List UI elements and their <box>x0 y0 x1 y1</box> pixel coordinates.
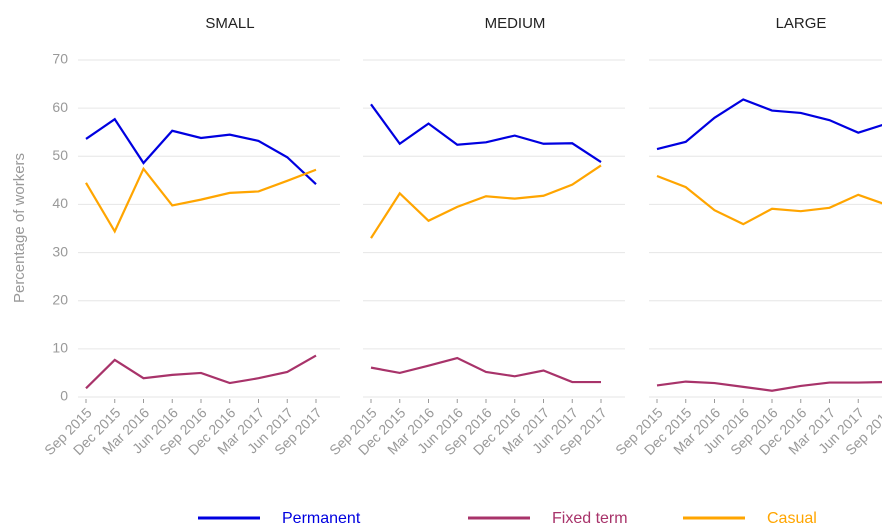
y-tick-label: 40 <box>52 195 68 211</box>
series-line <box>85 117 317 186</box>
series-line <box>656 174 882 226</box>
series-line <box>656 98 882 151</box>
series-line <box>85 354 317 390</box>
y-tick-label: 10 <box>52 340 68 356</box>
legend-label: Casual <box>767 510 817 527</box>
y-tick-label: 60 <box>52 99 68 115</box>
series-line <box>370 103 602 163</box>
y-axis-title: Percentage of workers <box>11 153 28 303</box>
facet-title: SMALL <box>205 15 254 32</box>
y-tick-label: 50 <box>52 147 68 163</box>
y-tick-label: 30 <box>52 243 68 259</box>
series-line <box>656 380 882 392</box>
y-tick-label: 20 <box>52 291 68 307</box>
facet-title: MEDIUM <box>485 15 546 32</box>
series-line <box>370 356 601 384</box>
legend-label: Permanent <box>282 510 361 527</box>
series-line <box>85 166 317 234</box>
y-tick-label: 0 <box>60 388 68 404</box>
facet-title: LARGE <box>776 15 827 32</box>
legend-label: Fixed term <box>552 510 628 527</box>
series-line <box>370 164 602 239</box>
y-tick-label: 70 <box>52 51 68 67</box>
